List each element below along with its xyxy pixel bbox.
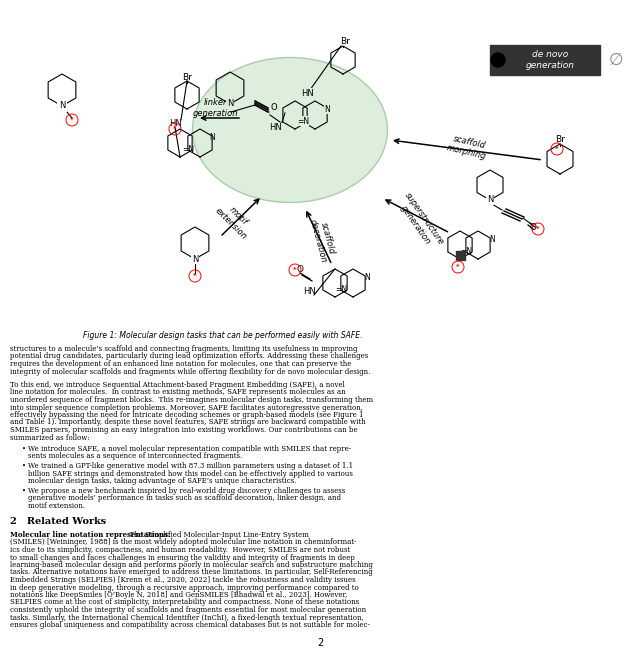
Text: =N: =N [335,285,347,293]
Text: integrity of molecular scaffolds and fragments while offering flexibility for de: integrity of molecular scaffolds and fra… [10,367,371,375]
Text: into simpler sequence completion problems. Moreover, SAFE facilitates autoregres: into simpler sequence completion problem… [10,403,363,411]
Text: effectively bypassing the need for intricate decoding schemes or graph-based mod: effectively bypassing the need for intri… [10,411,364,419]
Text: motif extension.: motif extension. [28,502,85,510]
Text: billion SAFE strings and demonstrated how this model can be effectively applied : billion SAFE strings and demonstrated ho… [28,470,353,478]
Text: N: N [364,272,370,281]
Text: unordered sequence of fragment blocks.  This re-imagines molecular design tasks,: unordered sequence of fragment blocks. T… [10,396,373,404]
Text: motif
extension: motif extension [214,199,256,241]
Text: scaffold
decoration: scaffold decoration [308,216,338,264]
Text: sents molecules as a sequence of interconnected fragments.: sents molecules as a sequence of interco… [28,452,243,461]
Text: *: * [555,146,559,152]
Text: O: O [271,104,277,112]
Text: HN: HN [301,89,314,98]
Ellipse shape [193,58,387,203]
Text: consistently uphold the integrity of scaffolds and fragments essential for most : consistently uphold the integrity of sca… [10,606,366,614]
Text: N: N [489,234,495,243]
Text: requires the development of an enhanced line notation for molecules, one that ca: requires the development of an enhanced … [10,360,351,368]
Text: *: * [193,273,197,279]
FancyBboxPatch shape [490,45,600,75]
Text: O: O [296,266,303,274]
Text: ensures global uniqueness and compatibility across chemical databases but is not: ensures global uniqueness and compatibil… [10,621,370,629]
Text: (SMILES) [Weininger, 1988] is the most widely adopted molecular line notation in: (SMILES) [Weininger, 1988] is the most w… [10,539,356,546]
Text: learning-based molecular design and performs poorly in molecular search and subs: learning-based molecular design and perf… [10,561,373,569]
Text: ∅: ∅ [609,51,623,69]
Text: superstructure
generation: superstructure generation [394,191,445,253]
Text: tasks. Alternative notations have emerged to address these limitations. In parti: tasks. Alternative notations have emerge… [10,569,372,577]
Text: N: N [324,104,330,113]
Text: in deep generative modeling, through a recursive approach, improving performance: in deep generative modeling, through a r… [10,583,359,592]
Text: de novo
generation: de novo generation [525,51,575,70]
Text: Br: Br [340,37,350,47]
Text: SMILES parsers, promising an easy integration into existing workflows. Our contr: SMILES parsers, promising an easy integr… [10,426,358,434]
Text: =N: =N [460,247,472,255]
Text: *: * [293,267,297,273]
Text: *: * [536,226,540,232]
Circle shape [491,53,505,67]
Text: O: O [529,222,536,232]
Text: scaffold
morphing: scaffold morphing [446,133,490,161]
Text: ics due to its simplicity, compactness, and human readability.  However, SMILES : ics due to its simplicity, compactness, … [10,546,350,554]
Text: •: • [22,487,26,495]
Text: HN: HN [168,119,181,127]
Text: HN: HN [303,287,316,297]
Text: structures to a molecule’s scaffold and connecting fragments, limiting its usefu: structures to a molecule’s scaffold and … [10,345,358,353]
Text: and Table 1). Importantly, despite these novel features, SAFE strings are backwa: and Table 1). Importantly, despite these… [10,419,365,426]
Text: The Simplified Molecular-Input Line-Entry System: The Simplified Molecular-Input Line-Entr… [125,531,309,539]
Text: linker
generation: linker generation [192,98,237,117]
Text: *: * [456,264,460,270]
Text: 2: 2 [317,638,323,648]
Text: To this end, we introduce Sequential Attachment-based Fragment Embedding (SAFE),: To this end, we introduce Sequential Att… [10,381,345,389]
Text: *: * [173,126,177,132]
Text: Molecular line notation representations:: Molecular line notation representations: [10,531,171,539]
Text: We trained a GPT-like generative model with 87.3 million parameters using a data: We trained a GPT-like generative model w… [28,462,353,470]
Text: summarized as follow:: summarized as follow: [10,434,90,441]
Text: Br: Br [182,73,192,81]
Text: =N: =N [182,144,194,154]
Text: generative models’ performance in tasks such as scaffold decoration, linker desi: generative models’ performance in tasks … [28,494,341,502]
Text: •: • [22,445,26,453]
Bar [456,251,465,260]
Text: HN: HN [269,123,282,133]
Text: 2   Related Works: 2 Related Works [10,518,106,527]
Text: =N: =N [297,117,309,125]
Text: *: * [70,117,74,123]
Text: line notation for molecules.  In contrast to existing methods, SAFE represents m: line notation for molecules. In contrast… [10,388,346,396]
Text: N: N [209,133,215,142]
Text: N: N [59,102,65,110]
Text: molecular design tasks, taking advantage of SAFE’s unique characteristics.: molecular design tasks, taking advantage… [28,477,296,485]
Text: We propose a new benchmark inspired by real-world drug discovery challenges to a: We propose a new benchmark inspired by r… [28,487,345,495]
Text: notations like DeepSmiles [O’Boyle N, 2018] and GenSMILES [Bhadwal et al., 2023]: notations like DeepSmiles [O’Boyle N, 20… [10,591,348,599]
Text: Br: Br [555,136,565,144]
Text: N: N [487,195,493,205]
Text: to small changes and faces challenges in ensuring the validity and integrity of : to small changes and faces challenges in… [10,554,355,562]
Text: N: N [227,100,233,108]
Text: potential drug candidates, particularly during lead optimization efforts. Addres: potential drug candidates, particularly … [10,352,368,361]
Text: SELFIES come at the cost of simplicity, interpretability and compactness. None o: SELFIES come at the cost of simplicity, … [10,598,359,607]
Text: Figure 1: Molecular design tasks that can be performed easily with SAFE.: Figure 1: Molecular design tasks that ca… [83,331,362,340]
Text: We introduce SAFE, a novel molecular representation compatible with SMILES that : We introduce SAFE, a novel molecular rep… [28,445,351,453]
Text: Embedded Strings (SELFIES) [Krenn et al., 2020, 2022] tackle the robustness and : Embedded Strings (SELFIES) [Krenn et al.… [10,576,356,584]
Text: •: • [22,462,26,470]
Text: tasks. Similarly, the International Chemical Identifier (InChI), a fixed-length : tasks. Similarly, the International Chem… [10,613,364,621]
Text: N: N [192,255,198,264]
